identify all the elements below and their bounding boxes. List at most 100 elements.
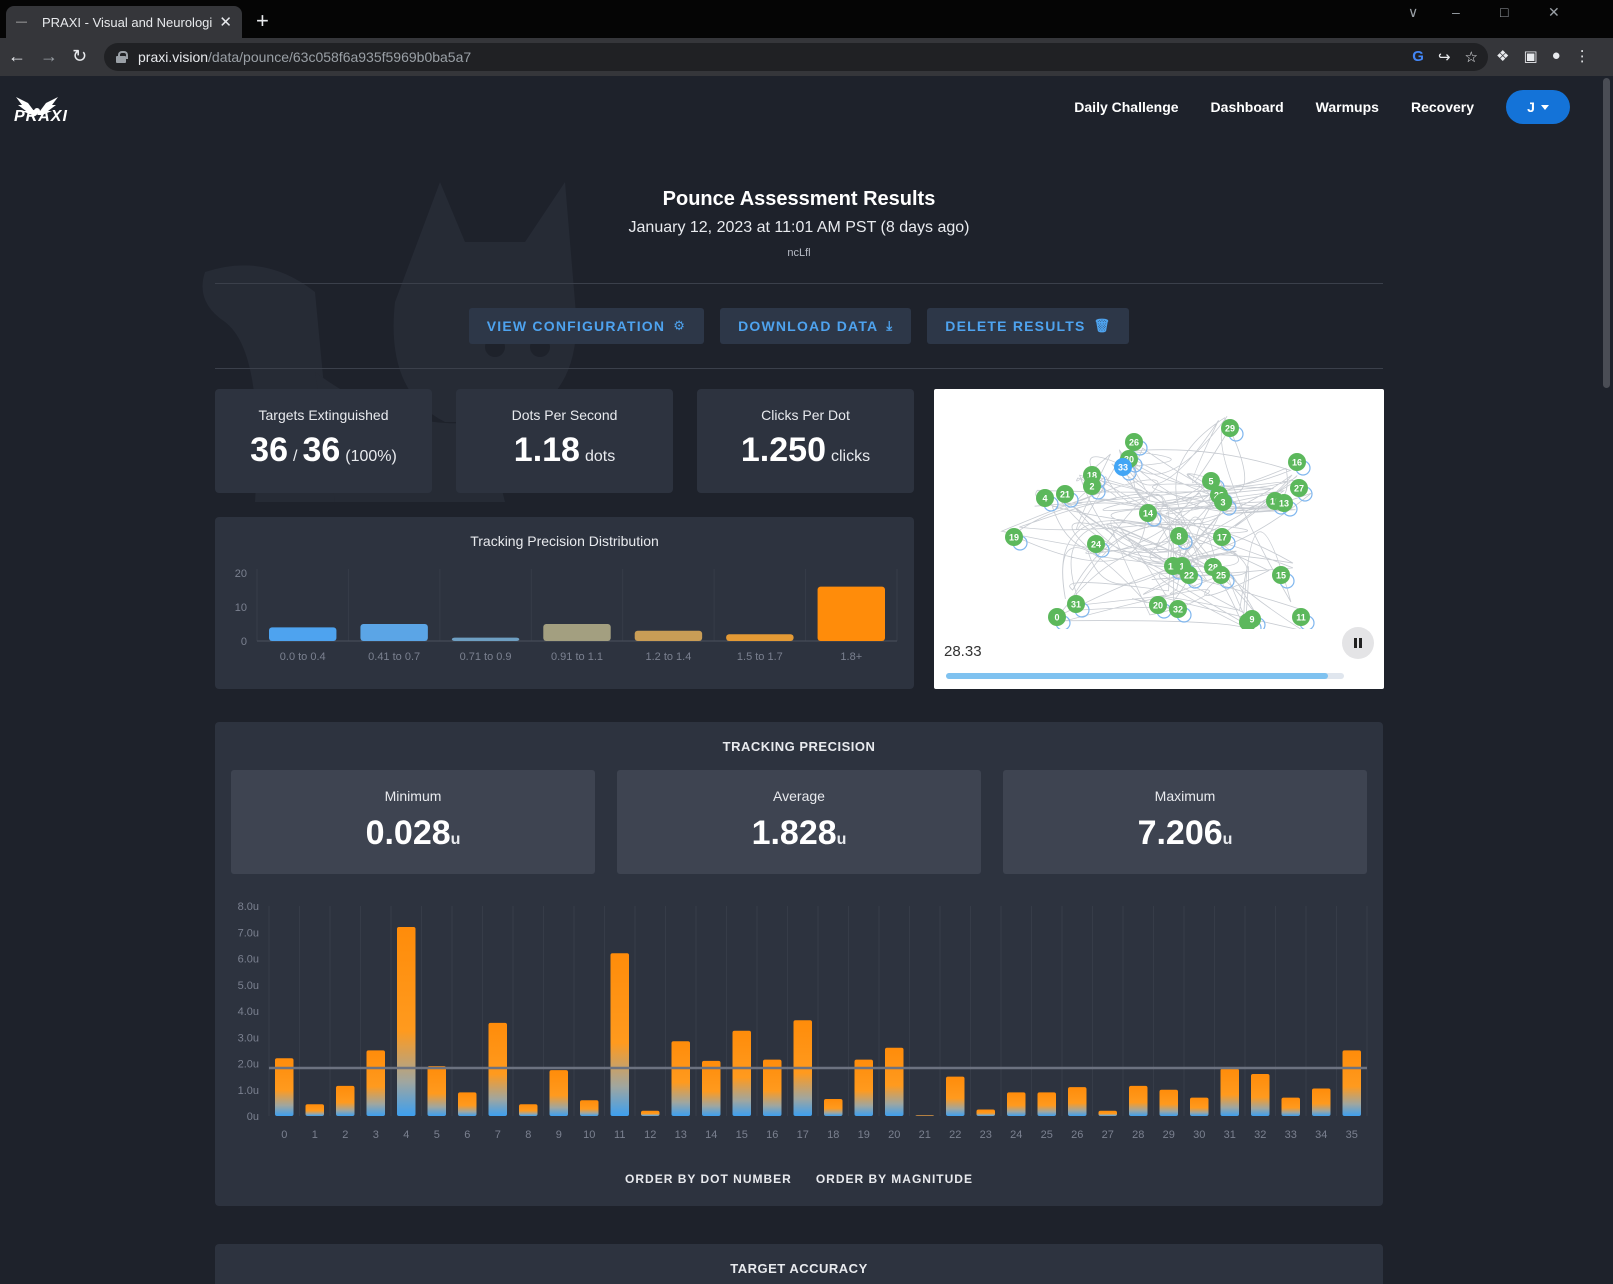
- precision-bar[interactable]: [458, 1092, 477, 1116]
- dist-bar[interactable]: [451, 637, 520, 641]
- dps-value: 1.18: [513, 431, 580, 469]
- back-icon[interactable]: ←: [8, 46, 26, 66]
- dist-bar[interactable]: [269, 627, 337, 641]
- dist-bar[interactable]: [817, 586, 885, 641]
- browser-tab[interactable]: — PRAXI - Visual and Neurological ✕: [6, 6, 242, 38]
- dist-bar[interactable]: [360, 624, 428, 641]
- logo-text[interactable]: PRAXI: [14, 108, 68, 125]
- target-dot-number: 9: [1249, 615, 1254, 625]
- minimize-icon[interactable]: –: [1452, 4, 1460, 20]
- precision-bar[interactable]: [976, 1109, 996, 1116]
- precision-bar[interactable]: [488, 1022, 508, 1116]
- precision-bar[interactable]: [1312, 1088, 1331, 1116]
- precision-bar[interactable]: [732, 1030, 752, 1116]
- target-dot-number: 12: [1168, 562, 1178, 572]
- extensions-icon[interactable]: ❖: [1496, 48, 1510, 65]
- nav-dashboard[interactable]: Dashboard: [1210, 99, 1284, 115]
- nav-daily-challenge[interactable]: Daily Challenge: [1074, 99, 1179, 115]
- target-dot: [1067, 595, 1085, 613]
- share-icon[interactable]: ↪: [1437, 49, 1451, 66]
- precision-average-card: Average 1.828u: [617, 770, 981, 874]
- minimum-label: Minimum: [384, 788, 442, 804]
- target-dot: [1214, 493, 1232, 511]
- precision-bar[interactable]: [1068, 1087, 1087, 1116]
- precision-x-tick: 21: [919, 1129, 931, 1141]
- dist-bar[interactable]: [634, 630, 703, 641]
- side-panel-icon[interactable]: ▣: [1523, 48, 1538, 65]
- tab-search-icon[interactable]: ∨: [1408, 4, 1419, 20]
- forward-icon[interactable]: →: [40, 46, 58, 66]
- precision-bar[interactable]: [1129, 1085, 1148, 1116]
- precision-bar[interactable]: [1281, 1097, 1301, 1116]
- precision-bar[interactable]: [275, 1058, 294, 1116]
- dist-category-label: 1.8+: [840, 651, 862, 663]
- target-dot-number: 33: [1118, 463, 1128, 473]
- maximize-icon[interactable]: □: [1500, 4, 1509, 20]
- precision-bar[interactable]: [1220, 1068, 1240, 1116]
- target-dot: [1213, 528, 1231, 546]
- precision-x-tick: 12: [644, 1129, 656, 1141]
- page-scrollbar[interactable]: [1600, 76, 1613, 1284]
- precision-bar[interactable]: [824, 1098, 843, 1116]
- precision-bar[interactable]: [549, 1070, 569, 1116]
- precision-bar[interactable]: [1007, 1092, 1026, 1116]
- precision-bar[interactable]: [854, 1059, 874, 1116]
- precision-minimum-card: Minimum 0.028u: [231, 770, 595, 874]
- precision-bar[interactable]: [1342, 1050, 1362, 1116]
- dist-bar[interactable]: [726, 634, 794, 641]
- reload-icon[interactable]: ↻: [72, 46, 88, 66]
- precision-bar[interactable]: [397, 927, 416, 1116]
- replay-panel[interactable]: 2926163033182527421233101314198172412128…: [934, 389, 1384, 689]
- precision-bar[interactable]: [885, 1047, 904, 1116]
- praxi-logo-icon[interactable]: [14, 84, 60, 132]
- precision-bar[interactable]: [305, 1104, 325, 1116]
- replay-progress-bar[interactable]: [946, 673, 1344, 679]
- user-menu-button[interactable]: J: [1506, 90, 1570, 124]
- precision-bar[interactable]: [1037, 1092, 1057, 1116]
- precision-bar[interactable]: [671, 1041, 691, 1116]
- tracking-precision-card: TRACKING PRECISION Minimum 0.028u Averag…: [215, 722, 1383, 1206]
- caret-down-icon: [1540, 104, 1549, 110]
- nav-recovery[interactable]: Recovery: [1410, 99, 1474, 115]
- lock-icon[interactable]: [116, 51, 128, 63]
- pause-button[interactable]: [1342, 627, 1374, 659]
- scrollbar-thumb[interactable]: [1603, 78, 1610, 388]
- precision-bar[interactable]: [702, 1060, 721, 1116]
- dist-bar[interactable]: [543, 624, 611, 641]
- top-navigation: Daily Challenge Dashboard Warmups Recove…: [1074, 90, 1570, 124]
- results-header: Pounce Assessment Results January 12, 20…: [215, 188, 1383, 259]
- precision-bar[interactable]: [946, 1076, 965, 1116]
- precision-bar[interactable]: [1098, 1110, 1118, 1116]
- precision-bar[interactable]: [1251, 1074, 1270, 1116]
- nav-warmups[interactable]: Warmups: [1315, 99, 1379, 115]
- delete-results-button[interactable]: DELETE RESULTS 🗑︎: [927, 308, 1130, 344]
- precision-bar[interactable]: [336, 1085, 355, 1116]
- precision-bar[interactable]: [763, 1059, 782, 1116]
- precision-bar[interactable]: [641, 1110, 660, 1116]
- precision-bar[interactable]: [1190, 1097, 1209, 1116]
- order-by-dot-number-button[interactable]: ORDER BY DOT NUMBER: [625, 1172, 792, 1186]
- close-window-icon[interactable]: ✕: [1548, 4, 1560, 20]
- precision-bar[interactable]: [1159, 1089, 1179, 1116]
- address-bar[interactable]: praxi.vision/data/pounce/63c058f6a935f59…: [104, 43, 1488, 71]
- precision-bar[interactable]: [519, 1104, 538, 1116]
- browser-menu-icon[interactable]: ⋮: [1574, 48, 1590, 65]
- targets-total: 36: [302, 431, 341, 469]
- google-icon[interactable]: G: [1412, 48, 1424, 65]
- precision-bar[interactable]: [610, 953, 630, 1116]
- download-data-button[interactable]: DOWNLOAD DATA ⤓: [720, 308, 912, 344]
- bookmark-star-icon[interactable]: ☆: [1464, 49, 1478, 66]
- order-by-magnitude-button[interactable]: ORDER BY MAGNITUDE: [815, 1172, 973, 1186]
- replay-canvas[interactable]: 2926163033182527421233101314198172412128…: [934, 389, 1384, 629]
- precision-bar[interactable]: [915, 1115, 935, 1116]
- precision-bar[interactable]: [427, 1066, 447, 1116]
- precision-x-tick: 8: [525, 1129, 531, 1141]
- precision-bar[interactable]: [580, 1100, 599, 1116]
- profile-avatar-icon[interactable]: ●: [1551, 47, 1561, 64]
- close-tab-icon[interactable]: ✕: [219, 14, 232, 31]
- browser-toolbar: ← → ↻ praxi.vision/data/pounce/63c058f6a…: [0, 38, 1613, 76]
- new-tab-icon[interactable]: +: [256, 8, 269, 33]
- view-configuration-button[interactable]: VIEW CONFIGURATION ⚙: [468, 308, 705, 344]
- precision-bar[interactable]: [366, 1050, 386, 1116]
- trash-icon: 🗑︎: [1093, 318, 1112, 333]
